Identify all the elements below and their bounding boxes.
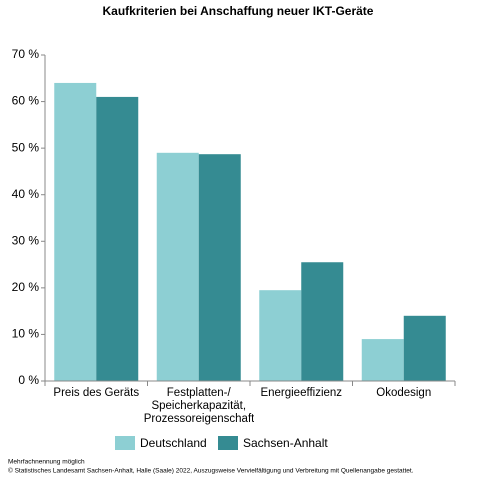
bar bbox=[403, 315, 446, 381]
chart-title: Kaufkriterien bei Anschaffung neuer IKT-… bbox=[103, 4, 374, 18]
x-tick-label-box: Ökodesign bbox=[376, 387, 432, 399]
y-tick-label: 40 % bbox=[12, 187, 40, 201]
x-tick-label: Preis des Geräts bbox=[53, 387, 140, 399]
y-tick-label: 30 % bbox=[12, 233, 40, 247]
bar bbox=[156, 152, 199, 381]
x-tick-label: Ökodesign bbox=[376, 387, 432, 399]
bar bbox=[259, 290, 302, 381]
y-tick-label: 50 % bbox=[12, 140, 40, 154]
x-tick-label-box: Energieeffizienz bbox=[260, 387, 343, 399]
footnote: © Statistisches Landesamt Sachsen-Anhalt… bbox=[8, 467, 414, 475]
y-tick-label: 70 % bbox=[12, 47, 40, 61]
x-tick-label-box: Preis des Geräts bbox=[53, 387, 140, 399]
bar bbox=[198, 154, 241, 381]
bar bbox=[361, 339, 404, 381]
bar bbox=[54, 82, 97, 381]
legend-swatch bbox=[218, 436, 238, 450]
y-tick-label: 60 % bbox=[12, 94, 40, 108]
legend-label: Deutschland bbox=[140, 436, 207, 450]
y-tick-label: 20 % bbox=[12, 280, 40, 294]
y-tick-label: 10 % bbox=[12, 327, 40, 341]
legend-swatch bbox=[115, 436, 135, 450]
footnote: Mehrfachnennung möglich bbox=[8, 459, 85, 466]
x-tick-label: Festplatten-/ Speicherkapazität, Prozess… bbox=[143, 387, 254, 425]
x-tick-label-box: Festplatten-/ Speicherkapazität, Prozess… bbox=[143, 387, 254, 425]
y-tick-label: 0 % bbox=[18, 373, 39, 387]
bar bbox=[96, 96, 139, 382]
x-tick-label: Energieeffizienz bbox=[260, 387, 343, 399]
legend-label: Sachsen-Anhalt bbox=[243, 436, 328, 450]
bar bbox=[301, 262, 344, 381]
